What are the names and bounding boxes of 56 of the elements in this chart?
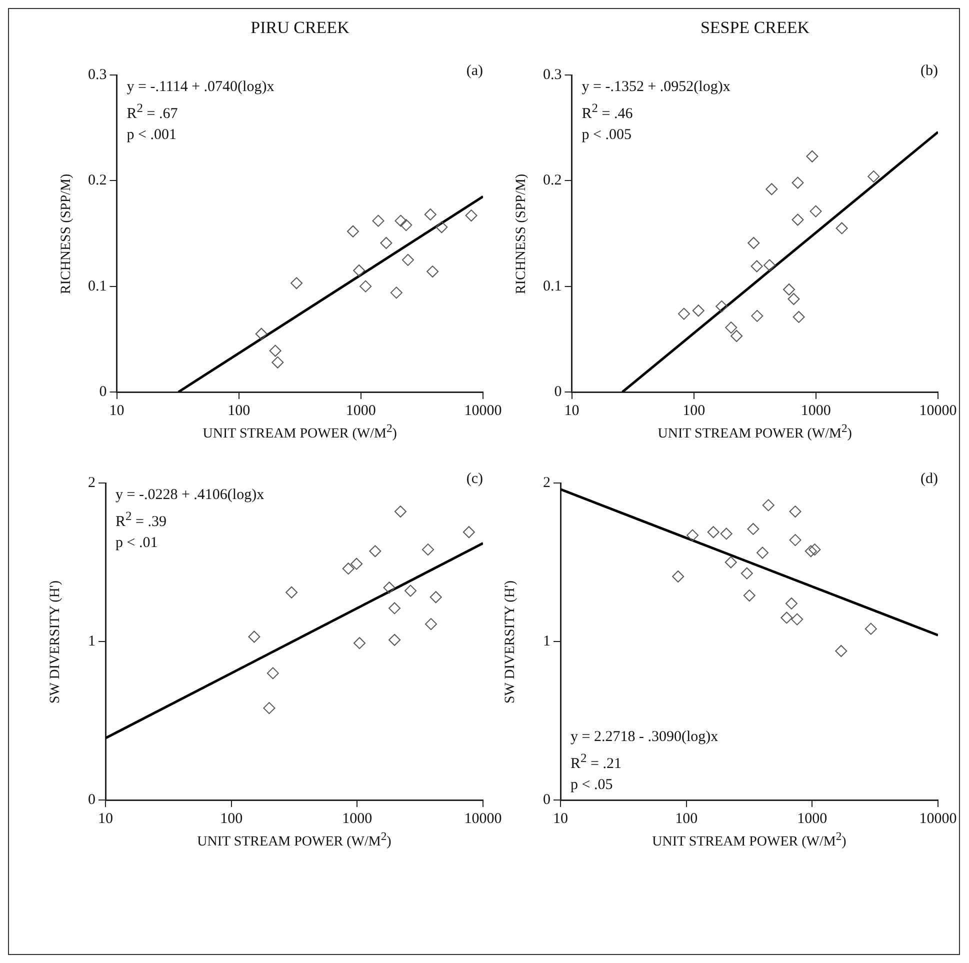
annotation: p < .05 — [570, 777, 613, 793]
x-tick-label: 10000 — [464, 402, 502, 419]
annotation: y = 2.2718 - .3090(log)x — [570, 729, 718, 745]
x-tick-label: 1000 — [800, 402, 831, 419]
annotation: R$^{2}$ = .39 — [116, 509, 166, 530]
y-tick-label: 0 — [543, 792, 550, 808]
y-axis-title: SW DIVERSITY (H') — [502, 580, 518, 704]
x-axis-title: UNIT STREAM POWER (W/M$^{2}$) — [652, 830, 846, 851]
annotation: (c) — [466, 470, 483, 489]
annotation: (a) — [466, 62, 483, 81]
annotation: y = -.0228 + .4106(log)x — [116, 487, 264, 503]
annotation: y = -.1114 + .0740(log)x — [126, 79, 274, 95]
x-axis-title: UNIT STREAM POWER (W/M$^{2}$) — [202, 422, 397, 443]
annotation: p < .001 — [126, 127, 176, 143]
annotation: (b) — [920, 62, 938, 81]
x-tick-label: 10 — [109, 402, 124, 419]
y-tick-label: 1 — [88, 633, 96, 650]
y-tick-label: 0.1 — [543, 278, 562, 294]
y-tick-label: 0.3 — [543, 66, 562, 83]
x-axis-title: UNIT STREAM POWER (W/M$^{2}$) — [658, 422, 852, 443]
x-tick-label: 1000 — [797, 810, 828, 827]
annotation: R$^{2}$ = .67 — [126, 101, 178, 122]
y-tick-label: 0 — [88, 792, 96, 808]
y-axis-title: RICHNESS (SPP/M) — [514, 173, 530, 294]
chart-title: SESPE CREEK — [699, 18, 811, 38]
x-tick-label: 100 — [228, 402, 250, 419]
y-tick-label: 0.3 — [88, 66, 107, 83]
chart-title: PIRU CREEK — [250, 18, 350, 38]
x-tick-label: 10000 — [919, 402, 957, 419]
x-tick-label: 10 — [553, 810, 568, 827]
y-tick-label: 0 — [99, 384, 107, 400]
y-tick-label: 0 — [554, 384, 562, 400]
x-axis-title: UNIT STREAM POWER (W/M$^{2}$) — [197, 830, 392, 851]
y-tick-label: 1 — [543, 633, 550, 650]
x-tick-label: 10000 — [464, 810, 502, 827]
y-tick-label: 0.2 — [88, 172, 107, 189]
y-axis-title: RICHNESS (SPP/M) — [58, 173, 75, 294]
x-tick-label: 1000 — [342, 810, 372, 827]
x-tick-label: 100 — [220, 810, 243, 827]
y-tick-label: 2 — [543, 474, 550, 491]
x-tick-label: 10 — [564, 402, 580, 419]
y-tick-label: 0.2 — [543, 172, 562, 189]
x-tick-label: 10 — [98, 810, 113, 827]
annotation: p < .01 — [116, 535, 158, 551]
annotation: R$^{2}$ = .46 — [582, 101, 633, 122]
annotation: R$^{2}$ = .21 — [570, 751, 622, 772]
y-axis-title: SW DIVERSITY (H') — [48, 580, 64, 704]
y-tick-label: 0.1 — [88, 278, 107, 294]
annotation: (d) — [920, 470, 938, 489]
x-tick-label: 100 — [675, 810, 698, 827]
annotation: y = -.1352 + .0952(log)x — [582, 79, 730, 95]
x-tick-label: 100 — [682, 402, 706, 419]
x-tick-label: 1000 — [346, 402, 376, 419]
x-tick-label: 10000 — [919, 810, 957, 827]
y-tick-label: 2 — [88, 474, 96, 491]
annotation: p < .005 — [582, 127, 632, 143]
